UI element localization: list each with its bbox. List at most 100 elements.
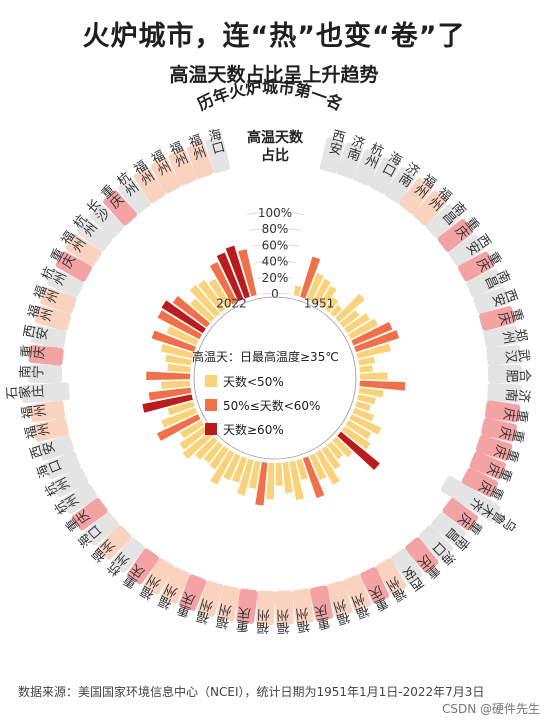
bar-2019 xyxy=(209,262,238,305)
bar-1992 xyxy=(223,453,241,481)
bar-1963 xyxy=(354,330,400,353)
bar-1976 xyxy=(337,431,380,470)
page-subtitle: 高温天数占比呈上升趋势 xyxy=(169,64,379,86)
legend-swatch xyxy=(205,423,217,435)
city-label-bg xyxy=(360,567,390,604)
city-label-bg xyxy=(168,149,197,186)
city-label-bg xyxy=(486,344,522,366)
city-label-text: 福州 xyxy=(276,608,293,635)
legend-label: 天数≥60% xyxy=(223,422,284,437)
bar-2017 xyxy=(198,280,226,313)
bar-2002 xyxy=(167,401,195,416)
city-label-bg xyxy=(481,417,518,442)
bar-1968 xyxy=(359,380,406,391)
city-label-2009: 福州 xyxy=(25,304,71,331)
start-year-label: 1951 xyxy=(304,297,335,311)
city-label-1964: 重庆 xyxy=(479,304,526,331)
bar-2009 xyxy=(160,343,194,359)
city-label-bg xyxy=(343,574,372,611)
bar-1994 xyxy=(209,446,229,470)
city-label-1966: 武汉 xyxy=(486,344,532,366)
city-label-bg xyxy=(44,451,81,480)
city-label-bg xyxy=(292,588,314,624)
bar-1960 xyxy=(344,313,370,334)
city-label-1984: 重庆 xyxy=(309,585,335,632)
bar-1956 xyxy=(324,297,339,313)
bar-2007 xyxy=(167,363,191,373)
bar-2011 xyxy=(166,326,199,346)
city-label-bg xyxy=(103,190,137,226)
city-label-bg xyxy=(65,234,102,267)
city-label-bg xyxy=(413,190,447,226)
bar-1961 xyxy=(347,318,379,340)
city-label-bg xyxy=(487,382,522,403)
city-label-2010: 福州 xyxy=(30,284,77,314)
bar-1965 xyxy=(358,356,376,366)
bar-1973 xyxy=(349,414,382,435)
bar-1998 xyxy=(179,426,209,450)
city-label-bg xyxy=(326,580,353,617)
city-label-2006: 南宁 xyxy=(17,364,63,384)
bar-1972 xyxy=(352,407,375,422)
bar-1995 xyxy=(203,441,223,464)
city-label-bg xyxy=(51,467,89,498)
bar-1964 xyxy=(356,343,391,359)
bar-2000 xyxy=(156,414,201,441)
bar-1974 xyxy=(345,420,372,440)
bar-2010 xyxy=(151,330,196,353)
ring-title-text: 历年火炉城市第一名 xyxy=(194,78,345,115)
bar-1988 xyxy=(255,461,268,506)
city-label-text: 重庆 xyxy=(502,404,531,423)
city-label-bg xyxy=(442,498,479,531)
bar-1996 xyxy=(194,436,218,460)
bar-1982 xyxy=(302,456,325,499)
bar-1981 xyxy=(309,453,327,481)
city-label-bg xyxy=(97,525,132,560)
city-label-text: 重庆 xyxy=(496,304,526,326)
city-label-bg xyxy=(437,218,474,252)
y-axis-title: 高温天数 xyxy=(247,129,304,146)
bar-1951 xyxy=(293,285,302,297)
city-label-text: 合肥 xyxy=(504,366,532,382)
city-label-bg xyxy=(475,434,513,461)
city-label-bg xyxy=(134,167,166,204)
bar-1999 xyxy=(180,420,205,439)
gridline-arc xyxy=(260,292,290,295)
city-label-1960: 西安 xyxy=(448,229,493,267)
city-label-bg xyxy=(186,142,214,179)
y-tick-label: 40% xyxy=(262,255,289,269)
city-label-bg xyxy=(160,567,190,604)
city-label-bg xyxy=(405,537,439,573)
city-label-bg xyxy=(425,204,461,239)
gridline-arc xyxy=(246,211,304,215)
city-label-bg xyxy=(76,218,113,252)
legend-label: 50%≤天数<60% xyxy=(223,398,320,413)
city-label-bg xyxy=(216,585,241,622)
city-label-bg xyxy=(197,580,224,617)
city-label-text: 重庆 xyxy=(236,606,255,635)
gridline-arc xyxy=(254,260,296,263)
inner-circle xyxy=(193,296,357,460)
city-label-bg xyxy=(484,400,521,423)
city-label-1990: 福州 xyxy=(195,580,224,627)
city-label-bg xyxy=(127,548,160,585)
city-label-text: 石家庄 xyxy=(5,385,46,403)
city-label-bg xyxy=(178,574,207,611)
page-title: 火炉城市，连“热”也变“卷”了 xyxy=(82,21,466,52)
city-label-bg xyxy=(458,251,495,282)
city-label-bg xyxy=(431,512,467,546)
city-label-1969: 重庆 xyxy=(484,400,531,423)
city-label-bg xyxy=(29,400,66,423)
bar-2005 xyxy=(160,380,191,390)
bar-1952 xyxy=(300,256,321,299)
city-label-bg xyxy=(353,149,382,186)
city-label-bg xyxy=(40,287,77,314)
city-label-text: 济南 xyxy=(505,385,532,402)
city-label-bg xyxy=(236,588,258,624)
bar-1977 xyxy=(332,436,353,458)
city-label-bg xyxy=(369,157,400,194)
city-label-bg xyxy=(111,537,145,573)
bar-2020 xyxy=(216,252,244,302)
city-label-text: 重庆 xyxy=(314,602,335,632)
bar-2001 xyxy=(161,407,198,428)
